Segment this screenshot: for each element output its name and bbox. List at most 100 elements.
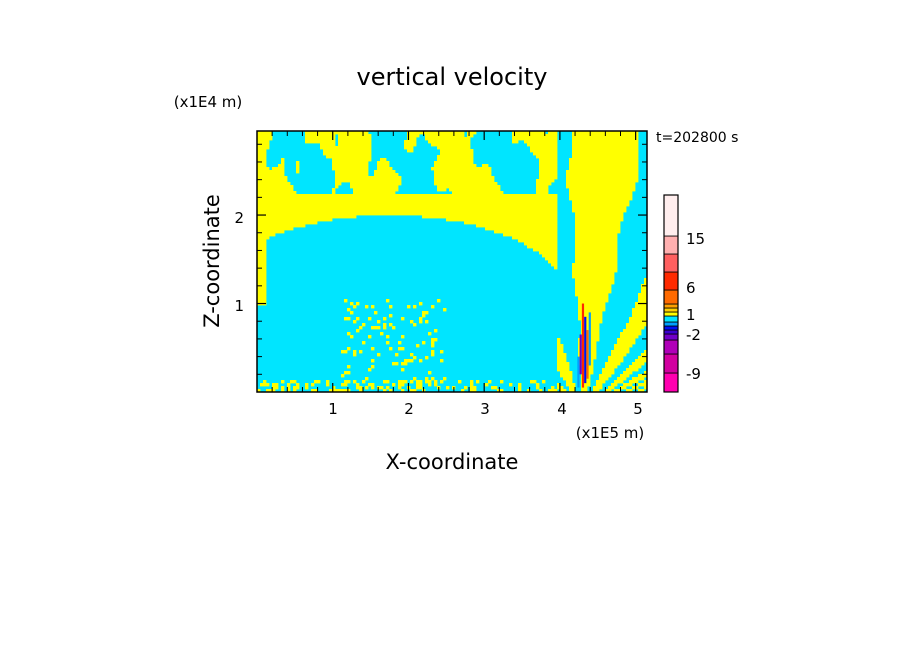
- strong-velocity-core: [577, 356, 580, 388]
- positive-velocity-region: [356, 383, 360, 387]
- positive-velocity-region: [560, 374, 573, 378]
- positive-velocity-region: [311, 389, 318, 393]
- positive-velocity-region: [605, 365, 618, 369]
- positive-velocity-region: [323, 149, 372, 153]
- positive-velocity-region: [431, 305, 435, 309]
- positive-velocity-region: [413, 356, 417, 360]
- positive-velocity-region: [476, 224, 558, 228]
- positive-velocity-region: [575, 260, 618, 264]
- positive-velocity-region: [557, 350, 564, 354]
- positive-velocity-region: [437, 185, 501, 189]
- positive-velocity-region: [386, 299, 390, 303]
- positive-velocity-region: [371, 365, 375, 369]
- positive-velocity-region: [257, 158, 267, 162]
- positive-velocity-region: [569, 188, 636, 192]
- positive-velocity-region: [569, 386, 576, 390]
- positive-velocity-region: [572, 146, 639, 150]
- positive-velocity-region: [257, 218, 333, 222]
- positive-velocity-region: [629, 320, 648, 324]
- positive-velocity-region: [428, 371, 432, 375]
- positive-velocity-region: [257, 140, 270, 144]
- positive-velocity-region: [644, 386, 648, 390]
- positive-velocity-region: [536, 188, 549, 192]
- positive-velocity-region: [548, 260, 558, 264]
- colorbar-label-1: 1: [686, 306, 696, 324]
- positive-velocity-region: [371, 347, 375, 351]
- positive-velocity-region: [641, 287, 648, 291]
- positive-velocity-region: [620, 386, 627, 390]
- positive-velocity-region: [305, 140, 336, 144]
- positive-velocity-region: [557, 344, 564, 348]
- colorbar-swatch: [663, 315, 679, 323]
- positive-velocity-region: [296, 383, 300, 387]
- positive-velocity-region: [434, 161, 474, 165]
- positive-velocity-region: [440, 149, 474, 153]
- colorbar-frame: [663, 194, 679, 393]
- positive-velocity-region: [485, 383, 489, 387]
- positive-velocity-region: [557, 383, 561, 387]
- positive-velocity-region: [572, 269, 618, 273]
- positive-velocity-region: [368, 317, 372, 321]
- positive-velocity-region: [401, 368, 405, 372]
- positive-velocity-region: [575, 245, 618, 249]
- positive-velocity-region: [644, 350, 648, 354]
- positive-velocity-region: [539, 167, 558, 171]
- positive-velocity-region: [257, 389, 261, 393]
- positive-velocity-region: [491, 386, 498, 390]
- positive-velocity-region: [257, 215, 357, 219]
- positive-velocity-region: [626, 368, 639, 372]
- colorbar-swatch: [663, 303, 679, 309]
- positive-velocity-region: [344, 380, 351, 384]
- colorbar-label-6: 6: [686, 279, 696, 297]
- positive-velocity-region: [488, 380, 492, 384]
- positive-velocity-region: [281, 158, 285, 162]
- positive-velocity-region: [620, 374, 630, 378]
- positive-velocity-region: [263, 380, 267, 384]
- positive-velocity-region: [632, 308, 648, 312]
- positive-velocity-region: [257, 248, 267, 252]
- positive-velocity-region: [326, 380, 330, 384]
- positive-velocity-region: [551, 263, 558, 267]
- positive-velocity-region: [503, 233, 558, 237]
- positive-velocity-region: [437, 158, 474, 162]
- positive-velocity-region: [530, 146, 558, 150]
- positive-velocity-region: [386, 335, 390, 339]
- positive-velocity-region: [599, 377, 609, 381]
- positive-velocity-region: [605, 362, 621, 366]
- positive-velocity-region: [431, 350, 435, 354]
- positive-velocity-region: [257, 155, 267, 159]
- positive-velocity-region: [608, 386, 615, 390]
- positive-velocity-region: [557, 347, 564, 351]
- positive-velocity-region: [569, 197, 633, 201]
- positive-velocity-region: [332, 188, 336, 192]
- positive-velocity-region: [257, 146, 270, 150]
- positive-velocity-region: [419, 317, 423, 321]
- positive-velocity-region: [413, 323, 417, 327]
- positive-velocity-region: [518, 386, 522, 390]
- positive-velocity-region: [338, 134, 372, 138]
- positive-velocity-region: [410, 353, 414, 357]
- positive-velocity-region: [419, 359, 423, 363]
- positive-velocity-region: [452, 191, 504, 195]
- positive-velocity-region: [416, 383, 423, 387]
- positive-velocity-region: [350, 182, 402, 186]
- colorbar-swatch: [663, 372, 679, 393]
- positive-velocity-region: [527, 143, 558, 147]
- positive-velocity-region: [431, 344, 435, 348]
- positive-velocity-region: [404, 143, 417, 147]
- positive-velocity-region: [524, 140, 558, 144]
- positive-velocity-region: [365, 386, 369, 390]
- colorbar-swatch: [663, 353, 679, 374]
- positive-velocity-region: [257, 167, 270, 171]
- positive-velocity-region: [554, 266, 558, 270]
- positive-velocity-region: [431, 338, 438, 342]
- positive-velocity-region: [593, 389, 600, 393]
- positive-velocity-region: [407, 134, 420, 138]
- colorbar: [663, 194, 679, 393]
- positive-velocity-region: [605, 389, 612, 393]
- axis-ticks: [257, 131, 647, 392]
- positive-velocity-region: [578, 302, 606, 306]
- positive-velocity-region: [608, 356, 624, 360]
- positive-velocity-region: [617, 341, 636, 345]
- positive-velocity-region: [569, 389, 576, 393]
